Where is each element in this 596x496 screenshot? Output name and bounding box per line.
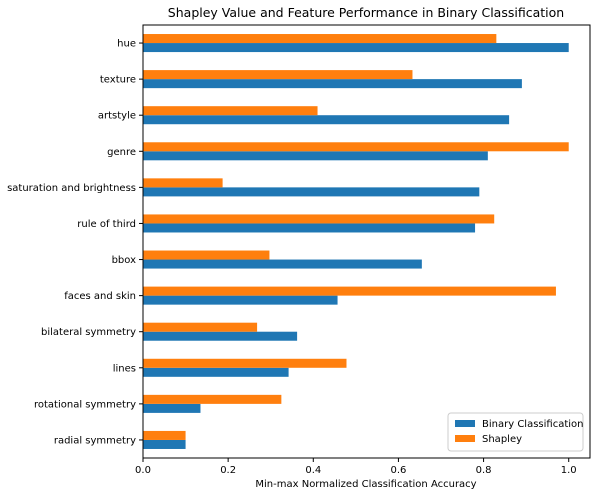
y-tick-label: rotational symmetry <box>34 399 136 410</box>
bar-binary-2 <box>143 115 510 125</box>
legend-label: Shapley <box>482 434 522 445</box>
bar-binary-10 <box>143 403 201 413</box>
y-tick-label: saturation and brightness <box>7 183 136 194</box>
x-axis-label: Min-max Normalized Classification Accura… <box>255 479 476 490</box>
bar-shapley-11 <box>143 430 186 440</box>
x-tick-label: 0.0 <box>135 465 151 476</box>
bar-shapley-8 <box>143 322 258 332</box>
bar-binary-6 <box>143 259 422 269</box>
bar-shapley-2 <box>143 106 318 116</box>
x-tick-label: 0.2 <box>220 465 236 476</box>
bar-binary-0 <box>143 43 569 53</box>
chart-title: Shapley Value and Feature Performance in… <box>168 5 564 20</box>
bar-shapley-3 <box>143 142 569 152</box>
x-axis: 0.0 0.2 0.4 0.6 0.8 1.0 <box>135 458 577 476</box>
legend-swatch <box>455 420 475 427</box>
y-tick-label: artstyle <box>98 111 136 122</box>
y-axis: hue texture artstyle genre saturation and br… <box>7 39 143 446</box>
bar-binary-8 <box>143 331 298 341</box>
legend-box <box>447 412 584 452</box>
bar-shapley-5 <box>143 214 495 224</box>
bar-shapley-10 <box>143 394 282 404</box>
bar-shapley-7 <box>143 286 556 296</box>
bar-binary-1 <box>143 79 522 89</box>
y-tick-label: bilateral symmetry <box>41 327 136 338</box>
y-tick-label: genre <box>107 147 136 158</box>
x-tick-label: 0.6 <box>390 465 406 476</box>
plot-frame <box>142 24 591 459</box>
legend-label: Binary Classification <box>482 419 583 430</box>
bar-binary-11 <box>143 439 186 449</box>
bar-binary-7 <box>143 295 338 305</box>
y-tick-label: rule of third <box>77 219 136 230</box>
legend: Binary Classification Shapley <box>447 412 584 452</box>
x-tick-label: 0.8 <box>476 465 492 476</box>
bar-shapley-6 <box>143 250 270 260</box>
bar-binary-4 <box>143 187 480 197</box>
y-tick-label: hue <box>117 39 136 50</box>
y-tick-label: radial symmetry <box>54 435 136 446</box>
bar-shapley-9 <box>143 358 347 368</box>
legend-swatch <box>455 435 475 442</box>
bars <box>143 34 569 449</box>
bar-shapley-0 <box>143 34 497 44</box>
y-tick-label: faces and skin <box>64 291 136 302</box>
y-tick-label: texture <box>100 75 136 86</box>
y-tick-label: lines <box>113 363 136 374</box>
bar-binary-5 <box>143 223 476 233</box>
bar-binary-9 <box>143 367 289 377</box>
bar-shapley-4 <box>143 178 223 188</box>
bar-shapley-1 <box>143 70 413 80</box>
x-tick-label: 1.0 <box>561 465 577 476</box>
x-tick-label: 0.4 <box>305 465 321 476</box>
y-tick-label: bbox <box>112 255 137 266</box>
bar-binary-3 <box>143 151 488 161</box>
